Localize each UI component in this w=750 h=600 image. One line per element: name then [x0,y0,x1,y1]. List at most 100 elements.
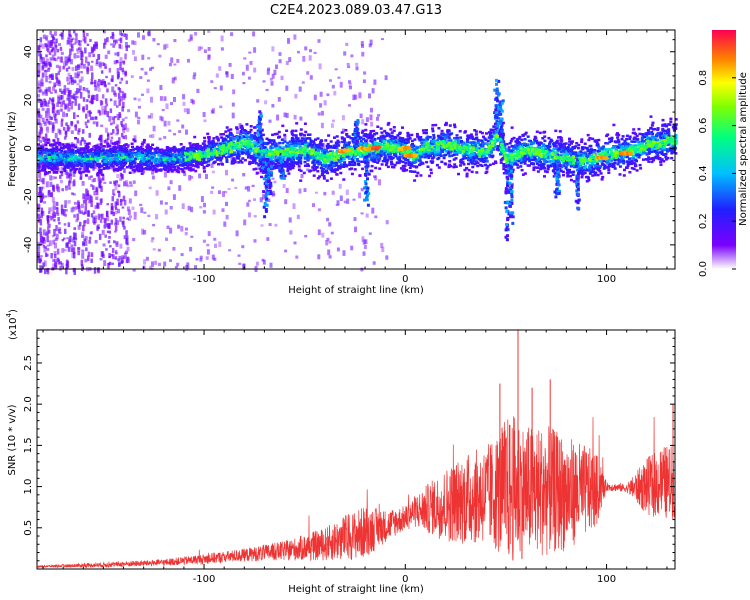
spectrogram-cell [440,138,443,141]
spectrogram-cell [90,175,93,178]
spectrogram-cell [284,199,288,205]
spectrogram-cell [134,111,138,118]
spectrogram-cell [469,158,473,162]
spectrogram-cell [590,149,594,152]
spectrogram-cell [501,157,505,160]
spectrogram-cell [66,124,70,132]
spectrogram-cell [526,144,530,147]
spectrogram-cell [39,268,42,273]
spectrogram-cell [103,181,107,184]
spectrogram-cell [67,66,71,69]
spectrogram-cell [213,149,216,153]
spectrogram-cell [55,158,59,161]
spectrogram-cell [425,131,428,135]
spectrogram-cell [283,112,287,118]
spectrogram-cell [597,145,601,148]
spectrogram-cell [659,163,663,166]
spectrogram-cell [84,258,88,263]
spectrogram-cell [139,145,143,149]
spectrogram-cell [234,186,238,189]
spectrogram-cell [304,130,308,134]
spectrogram-cell [172,163,176,166]
spectrogram-cell [481,142,485,146]
spectrogram-cell [110,136,114,140]
spectrogram-cell [372,129,376,133]
spectrogram-cell [350,163,354,167]
spectrogram-cell [469,156,472,160]
spectrogram-cell [302,55,306,62]
spectrogram-cell [101,106,105,110]
spectrogram-cell [110,219,113,225]
spectrogram-cell [108,235,111,239]
spectrogram-cell [53,57,56,61]
spectrogram-cell [67,222,71,227]
spectrogram-cell [373,158,377,161]
spectrogram-cell [107,262,110,270]
spectrogram-cell [104,66,107,70]
spectrogram-cell [51,168,55,172]
spectrogram-cell [74,238,78,241]
spectrogram-cell [98,135,102,140]
spectrogram-cell [261,162,264,166]
spectrogram-cell [119,61,122,67]
spectrogram-cell [181,124,185,129]
spectrogram-cell [137,105,141,109]
spectrogram-cell [270,81,274,86]
spectrogram-cell [384,163,388,167]
spectrogram-cell [130,163,134,166]
spectrogram-cell [362,79,366,84]
spectrogram-cell [125,80,128,85]
spectrogram-cell [147,214,151,218]
spectrogram-cell [185,149,188,153]
spectrogram-cell [104,127,108,133]
spectrogram-cell [133,135,137,141]
spectrogram-cell [441,137,445,140]
spectrogram-cell [269,262,273,268]
spectrogram-cell [47,40,50,48]
spectrogram-cell [512,150,516,154]
spectrogram-cell [630,162,634,166]
spectrogram-cell [667,123,671,126]
spectrogram-cell [355,62,359,66]
spectrogram-cell [107,166,110,169]
spectrogram-cell [104,110,107,115]
spectrogram-cell [152,223,156,227]
spectrogram-cell [370,121,374,127]
spectrogram-cell [79,92,83,99]
spectrogram-cell [78,128,81,133]
spectrogram-cell [241,71,245,76]
spectrogram-cell [49,57,53,61]
spectrogram-cell [453,163,457,166]
spectrogram-cell [111,33,115,40]
spectrogram-cell [523,162,527,165]
spectrogram-cell [347,135,351,138]
spectrogram-cell [600,178,604,181]
spectrogram-cell [521,133,525,137]
spectrogram-cell [331,84,335,89]
spectrogram-cell [169,259,172,262]
spectrogram-cell [664,158,668,161]
spectrogram-cell [476,164,480,168]
spectrogram-cell [256,129,260,132]
spectrogram-cell [59,146,63,150]
spectrogram-cell [178,185,182,191]
spectrogram-cell [74,72,78,79]
spectrogram-cell [239,126,243,129]
spectrogram-cell [148,186,152,190]
spectrogram-cell [60,204,64,211]
spectrogram-cell [198,144,202,148]
spectrogram-cell [346,63,350,66]
spectrogram-cell [347,65,351,68]
spectrogram-cell [119,37,123,44]
spectrogram-cell [120,173,124,179]
spectrogram-cell [77,247,81,250]
spectrogram-cell [122,195,126,202]
spectrogram-cell [70,244,74,249]
spectrogram-cell [110,78,113,82]
spectrogram-cell [302,138,306,141]
spectrogram-cell [323,191,327,196]
spectrogram-cell [607,168,611,172]
spectrogram-cell [423,143,427,146]
spectrogram-cell [558,144,562,147]
spectrogram-cell [401,137,405,140]
